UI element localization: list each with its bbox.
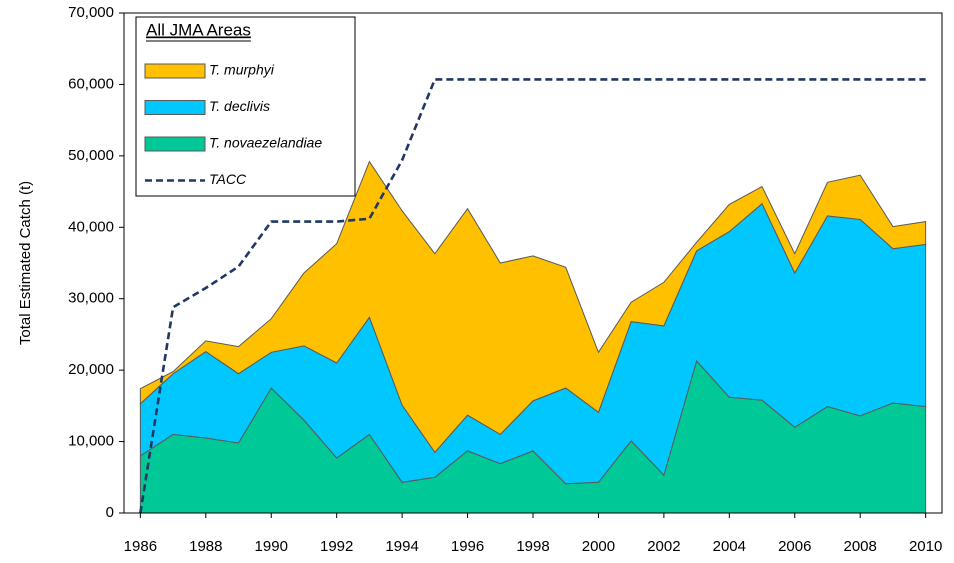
y-tick-label: 0 <box>106 504 114 521</box>
x-tick-label: 1998 <box>516 538 549 555</box>
x-tick-label: 2004 <box>713 538 746 555</box>
x-tick-label: 1988 <box>189 538 222 555</box>
x-tick-label: 1994 <box>385 538 418 555</box>
x-tick-label: 1990 <box>255 538 288 555</box>
x-tick-label: 2002 <box>647 538 680 555</box>
x-tick-label: 2008 <box>844 538 877 555</box>
area <box>139 160 927 454</box>
legend-swatch <box>144 63 206 79</box>
y-tick-label: 10,000 <box>68 433 114 450</box>
x-tick-label: 2010 <box>909 538 942 555</box>
x-tick-label: 2006 <box>778 538 811 555</box>
y-tick-label: 40,000 <box>68 218 114 235</box>
x-tick-label: 2000 <box>582 538 615 555</box>
x-tick-label: 1992 <box>320 538 353 555</box>
x-tick-label: 1986 <box>124 538 157 555</box>
x-tick-label: 1996 <box>451 538 484 555</box>
legend-label: T. murphyi <box>209 62 275 78</box>
legend-label: T. declivis <box>209 98 270 114</box>
y-tick-label: 70,000 <box>68 4 114 21</box>
legend-label: TACC <box>209 171 247 187</box>
line <box>139 78 926 514</box>
legend-title: All JMA Areas <box>146 20 251 39</box>
y-tick-label: 50,000 <box>68 147 114 164</box>
y-tick-label: 20,000 <box>68 361 114 378</box>
y-tick-label: 60,000 <box>68 75 114 92</box>
legend-swatch <box>144 136 206 152</box>
legend-swatch <box>144 100 206 115</box>
y-axis-label: Total Estimated Catch (t) <box>17 181 34 345</box>
legend-label: T. novaezelandiae <box>209 135 322 151</box>
y-tick-label: 30,000 <box>68 290 114 307</box>
